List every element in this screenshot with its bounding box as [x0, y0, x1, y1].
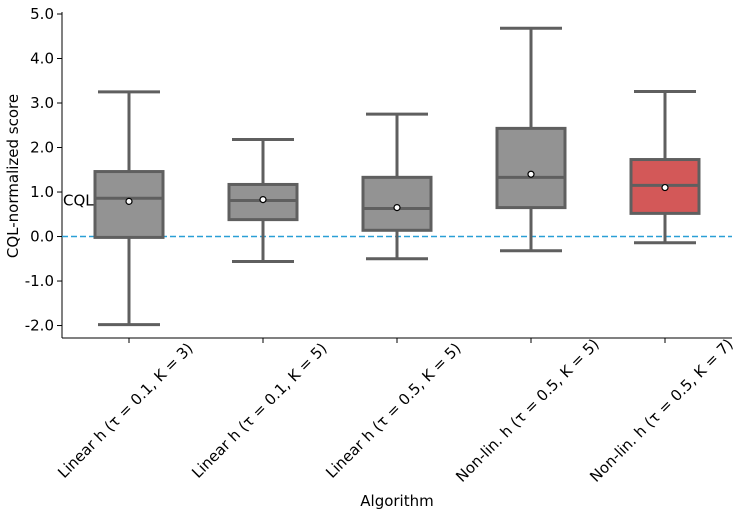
y-tick-label: 3.0 — [30, 94, 54, 112]
mean-marker — [259, 195, 267, 204]
y-tick-label: -1.0 — [25, 272, 54, 290]
y-tick-label: 1.0 — [30, 183, 54, 201]
mean-marker — [527, 170, 535, 178]
mean-marker — [125, 197, 133, 205]
y-tick-label: 5.0 — [30, 5, 54, 23]
y-tick-label: 2.0 — [30, 139, 54, 157]
reference-label: CQL — [63, 192, 94, 210]
x-tick-label: Linear h (τ = 0.5, K = 5) — [322, 339, 464, 481]
y-tick-label: 0.0 — [30, 228, 54, 246]
y-tick-label: -2.0 — [25, 317, 54, 335]
mean-marker — [393, 203, 401, 212]
y-tick-label: 4.0 — [30, 50, 54, 68]
x-tick-label: Non-lin. h (τ = 0.5, K = 5) — [452, 335, 602, 485]
box — [227, 182, 299, 222]
mean-marker — [661, 183, 669, 192]
x-tick-label: Linear h (τ = 0.1, K = 3) — [54, 339, 196, 481]
y-axis-label: CQL-normalized score — [4, 94, 22, 258]
x-axis-label: Algorithm — [360, 492, 433, 510]
x-tick-label: Non-lin. h (τ = 0.5, K = 7) — [586, 335, 736, 485]
box — [361, 175, 433, 232]
x-tick-label: Linear h (τ = 0.1, K = 5) — [188, 339, 330, 481]
box — [495, 126, 567, 210]
